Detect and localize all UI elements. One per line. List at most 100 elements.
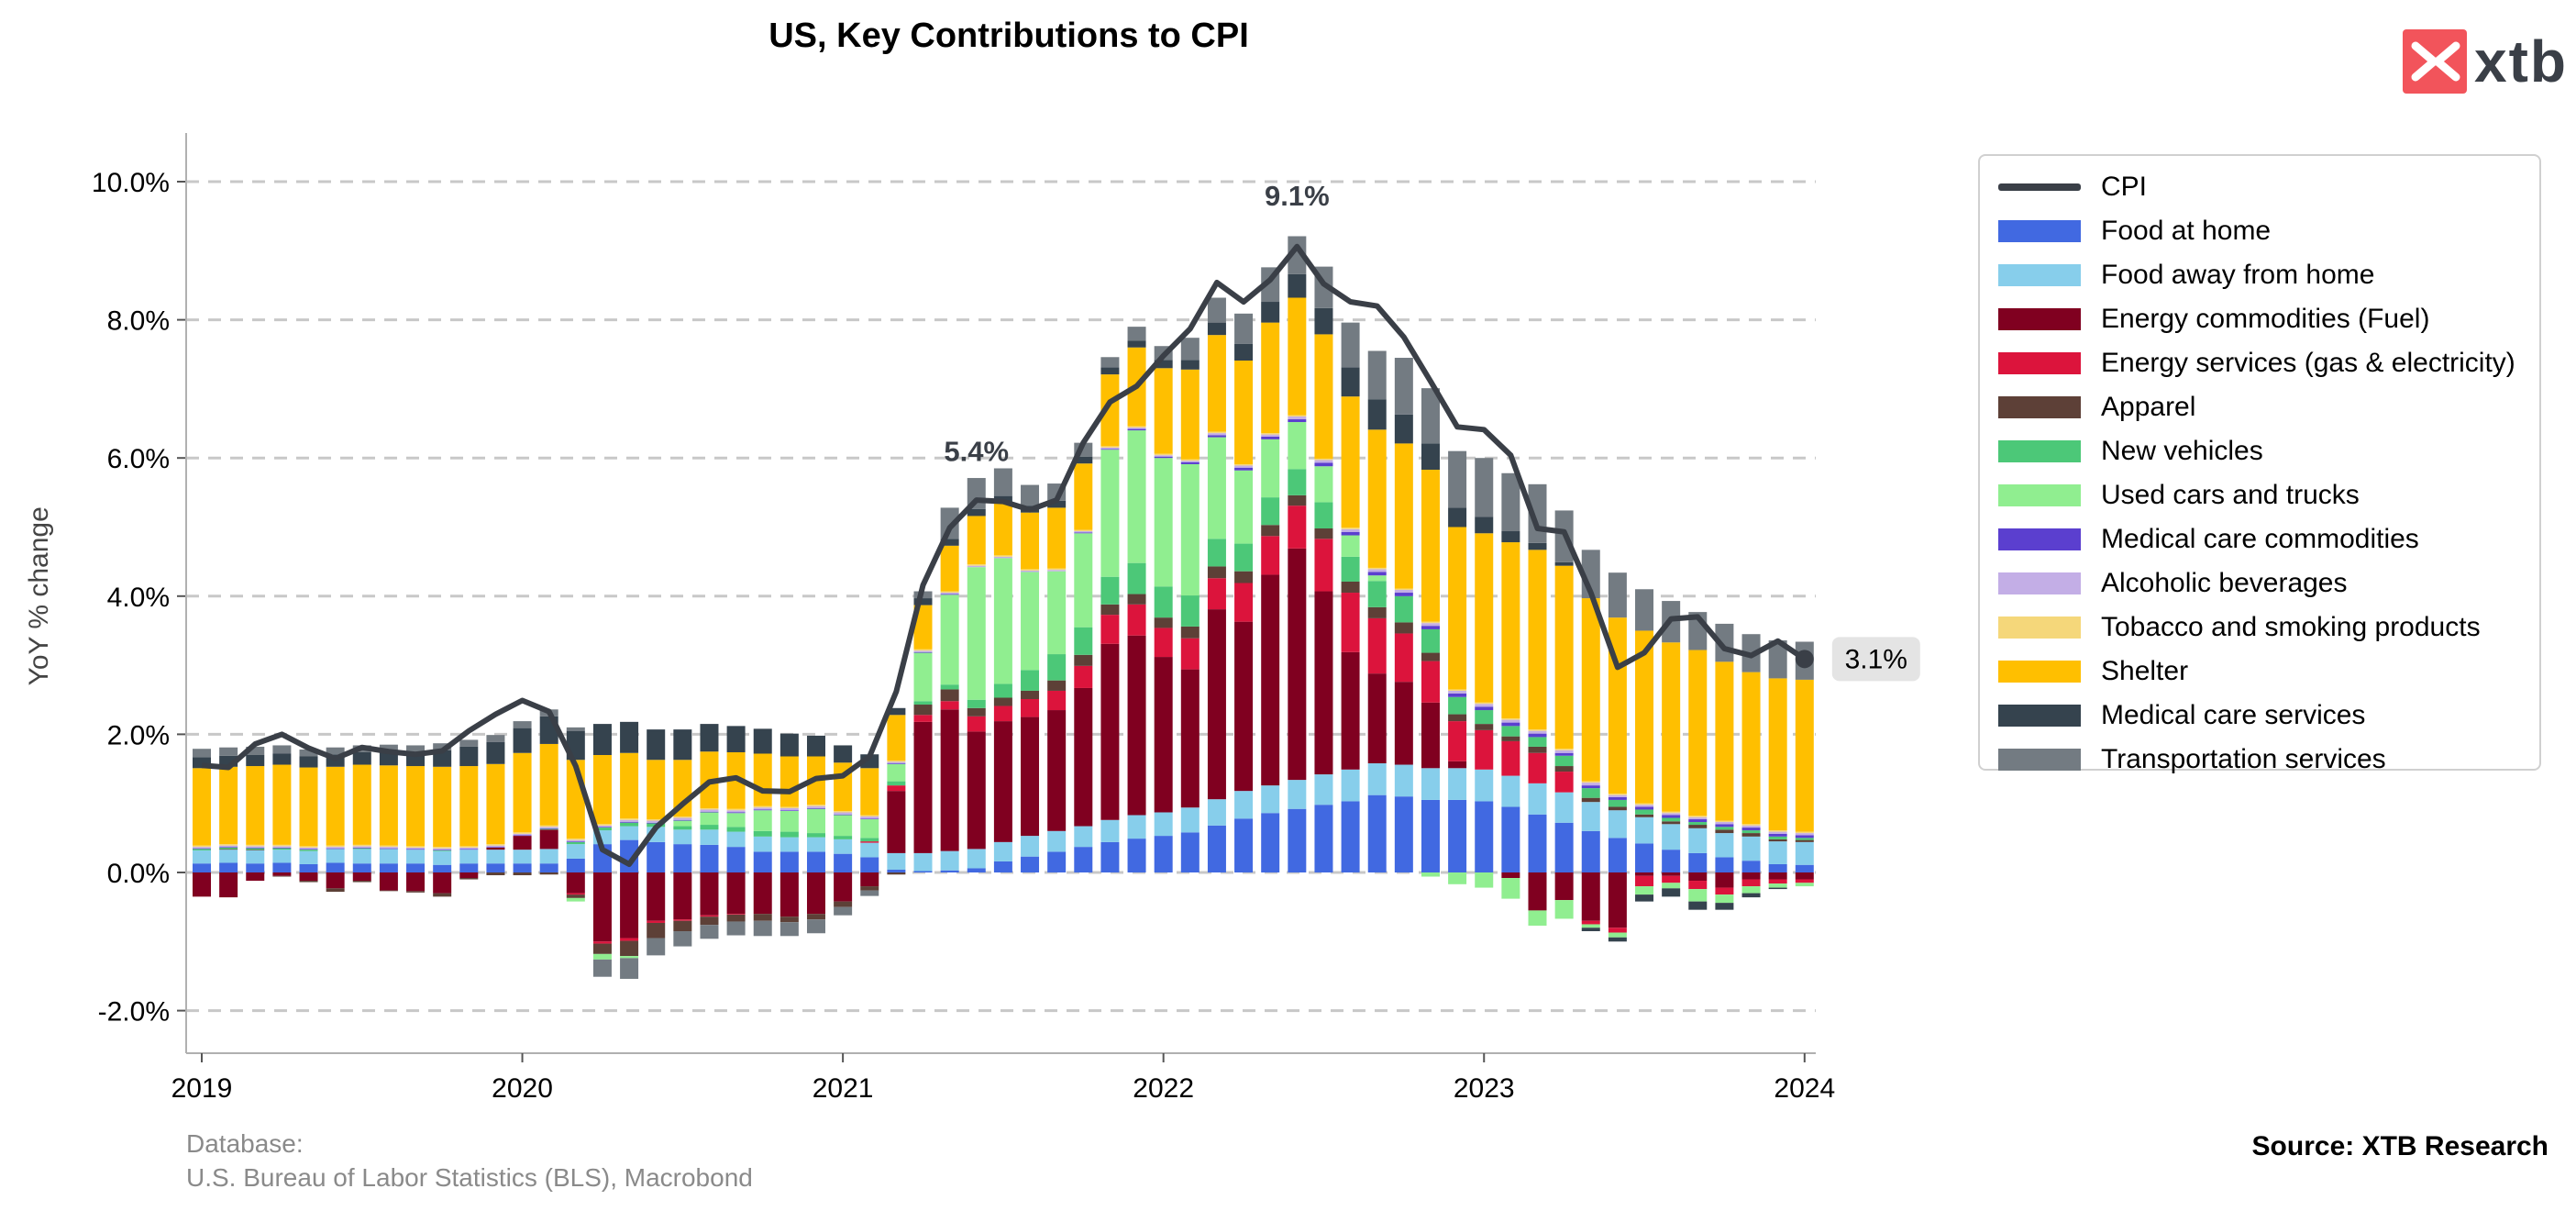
bar-segment (1100, 374, 1120, 447)
bar-segment (967, 731, 986, 850)
bar-segment (1127, 604, 1146, 636)
bar-segment (1715, 827, 1734, 830)
bar-segment (753, 872, 772, 915)
bar-segment (539, 828, 558, 829)
bar-segment (1421, 628, 1440, 653)
bar-segment (1127, 430, 1146, 563)
bar-segment (299, 749, 318, 757)
bar-segment (1448, 693, 1467, 697)
bar-segment (1501, 472, 1520, 532)
bar-segment (620, 818, 639, 820)
bar-segment (1554, 766, 1574, 772)
bar-segment (1662, 850, 1681, 872)
bar-segment (1528, 872, 1547, 911)
bar-segment (1528, 910, 1547, 926)
bar-segment (1021, 569, 1040, 571)
y-tick-label: -2.0% (98, 997, 170, 1028)
bar-segment (219, 844, 238, 846)
bar-segment (1341, 581, 1360, 594)
bar-segment (1207, 431, 1226, 434)
bar-segment (779, 810, 799, 811)
legend-swatch (1998, 705, 2081, 727)
bar-segment (940, 689, 959, 702)
bar-segment (513, 863, 532, 872)
bar-segment (860, 818, 879, 820)
bar-segment (1100, 576, 1120, 605)
bar-segment (1100, 615, 1120, 644)
bar-segment (967, 565, 986, 568)
bar-segment (913, 871, 933, 872)
bar-segment (299, 846, 318, 848)
bar-segment (1207, 297, 1226, 323)
bar-segment (1768, 872, 1787, 880)
bar-segment (993, 558, 1012, 684)
bar-segment (1261, 574, 1280, 786)
bar-segment (352, 846, 371, 848)
bar-segment (753, 728, 772, 754)
bar-segment (433, 743, 452, 750)
bar-segment (272, 753, 292, 765)
bar-segment (459, 863, 479, 872)
y-tick-label: 4.0% (107, 583, 170, 613)
bar-segment (1688, 828, 1708, 853)
bar-segment (1795, 831, 1814, 834)
bar-segment (726, 808, 746, 811)
bar-segment (433, 872, 452, 894)
bar-segment (1741, 872, 1761, 880)
bar-segment (860, 857, 879, 872)
bar-segment (940, 507, 959, 539)
bar-segment (1528, 752, 1547, 783)
bar-segment (1021, 572, 1040, 671)
bar-segment (193, 848, 211, 850)
bar-segment (566, 844, 585, 859)
bar-segment (1715, 822, 1734, 825)
legend-swatch (1998, 308, 2081, 330)
bar-segment (806, 872, 825, 915)
bar-segment (379, 872, 398, 891)
legend-label: Shelter (2101, 656, 2189, 686)
bar-segment (1367, 575, 1387, 582)
bar-segment (806, 833, 825, 838)
bar-segment (620, 822, 639, 823)
bar-segment (486, 844, 505, 846)
bar-segment (1367, 569, 1387, 572)
bar-segment (459, 878, 479, 880)
bar-segment (1662, 883, 1681, 889)
bar-segment (1314, 502, 1333, 529)
bar-segment (1261, 434, 1280, 437)
bar-segment (1475, 769, 1494, 802)
bar-segment (1715, 661, 1734, 821)
bar-segment (753, 830, 772, 837)
legend-label: Medical care commodities (2101, 524, 2419, 554)
bar-segment (1394, 764, 1413, 797)
bar-segment (406, 891, 426, 893)
bar-segment (1581, 781, 1600, 783)
bar-segment (1180, 338, 1200, 361)
bar-segment (1501, 736, 1520, 741)
bar-segment (700, 724, 719, 752)
bar-segment (1341, 801, 1360, 872)
bar-segment (700, 807, 719, 810)
x-tick-label: 2020 (492, 1073, 553, 1104)
bar-segment (352, 848, 371, 850)
legend-label: New vehicles (2101, 436, 2263, 466)
bar-segment (246, 863, 265, 872)
bar-segment (1635, 817, 1654, 844)
bar-segment (1528, 550, 1547, 730)
bar-segment (1394, 796, 1413, 872)
bar-segment (1662, 813, 1681, 816)
bar-segment (1475, 458, 1494, 517)
bar-segment (299, 767, 318, 847)
bar-segment (967, 868, 986, 872)
bar-segment (1367, 399, 1387, 430)
bar-segment (592, 827, 612, 828)
bar-segment (1448, 689, 1467, 691)
bar-segment (1554, 872, 1574, 901)
bar-segment (647, 872, 666, 921)
bar-segment (1047, 830, 1067, 852)
bar-segment (1768, 887, 1787, 890)
bar-segment (834, 814, 853, 816)
bar-segment (753, 914, 772, 921)
bar-segment (913, 598, 933, 605)
bar-segment (1261, 436, 1280, 439)
